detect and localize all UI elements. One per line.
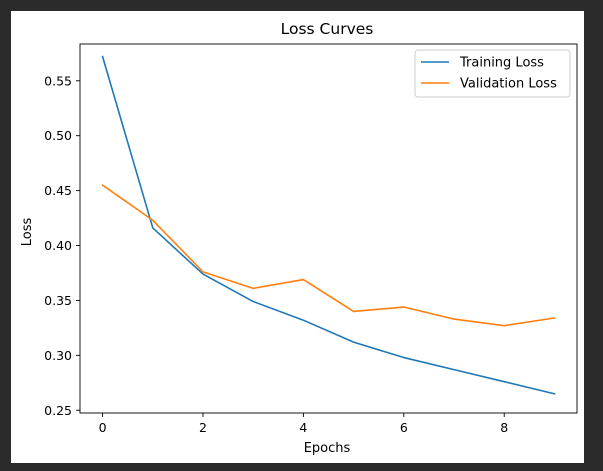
series-line-validation-loss [101,184,556,327]
x-tick-label: 8 [500,420,508,435]
y-tick-label: 0.40 [44,238,72,253]
y-tick-label: 0.50 [44,128,72,143]
axes-box [79,43,578,414]
y-axis-label: Loss [20,218,35,247]
x-tick-label: 6 [400,420,408,435]
y-tick-label: 0.30 [44,348,72,363]
y-tick-label: 0.45 [44,183,72,198]
x-tick-label: 4 [299,420,307,435]
plot-frame [79,43,578,414]
series-line-training-loss [101,55,556,395]
chart-title: Loss Curves [281,20,374,38]
y-axis-ticks: 0.25 0.30 0.35 0.40 0.45 0.50 0.55 [44,73,80,418]
x-tick-label: 0 [99,420,107,435]
y-tick-label: 0.35 [44,293,72,308]
legend-label: Training Loss [459,56,544,71]
legend-label: Validation Loss [460,77,557,92]
x-tick-label: 2 [199,420,207,435]
y-tick-label: 0.25 [44,403,72,418]
x-axis-label: Epochs [304,441,351,456]
legend: Training Loss Validation Loss [414,49,571,98]
y-tick-label: 0.55 [44,73,72,88]
legend-box [414,49,571,98]
x-axis-ticks: 0 2 4 6 8 [99,413,508,435]
series-layer [101,55,556,395]
